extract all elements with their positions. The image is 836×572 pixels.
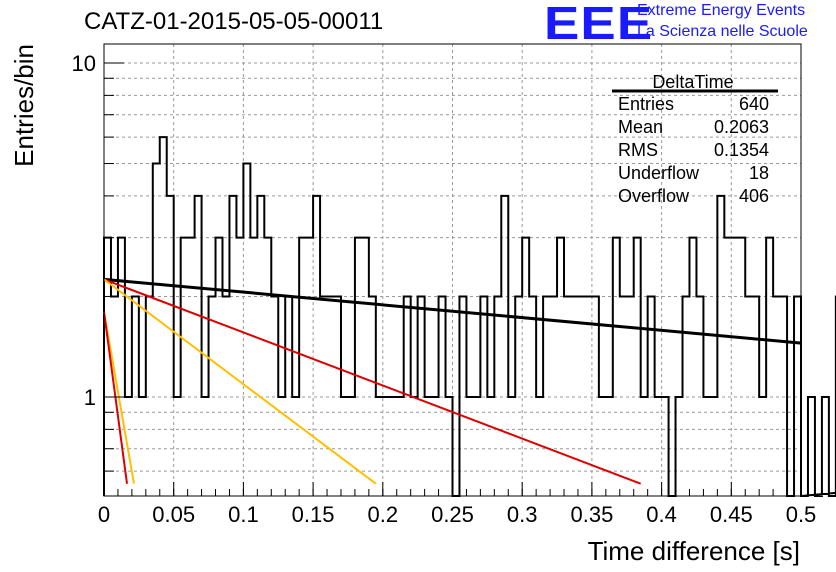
- stats-label: Mean: [618, 117, 663, 137]
- y-tick-label: 1: [84, 385, 96, 410]
- stats-value: 0.1354: [714, 140, 769, 160]
- stats-title: DeltaTime: [652, 72, 733, 92]
- x-tick-label: 0.1: [228, 502, 259, 527]
- x-tick-label: 0.45: [710, 502, 753, 527]
- stats-label: RMS: [618, 140, 658, 160]
- fit-line: [103, 278, 377, 485]
- stats-label: Underflow: [618, 163, 700, 183]
- x-tick-label: 0.2: [368, 502, 399, 527]
- histogram-bars: [103, 136, 836, 497]
- y-axis-ticks: 1 10: [72, 51, 124, 410]
- fit-line: [103, 311, 135, 484]
- eee-logo: EEE: [544, 0, 654, 49]
- x-tick-label: 0: [98, 502, 110, 527]
- page-title: CATZ-01-2015-05-05-00011: [84, 8, 384, 35]
- x-tick-label: 0.25: [431, 502, 474, 527]
- x-axis-label: Time difference [s]: [588, 536, 800, 566]
- logo-tagline-2: La Scienza nelle Scuole: [637, 23, 808, 40]
- fit-line: [103, 277, 802, 345]
- fit-line: [103, 311, 128, 484]
- x-tick-label: 0.05: [152, 502, 195, 527]
- y-axis-label: Entries/bin: [9, 44, 39, 167]
- x-axis-ticks: 0 0.05 0.1 0.15 0.2 0.25 0.3 0.35 0.4 0.45 0.5: [98, 482, 816, 527]
- fit-lines: [103, 277, 802, 485]
- logo-tagline-1: Extreme Energy Events: [637, 2, 806, 19]
- stats-value: 406: [739, 186, 769, 206]
- minor-ticks: [104, 77, 788, 496]
- x-tick-label: 0.15: [292, 502, 335, 527]
- stats-value: 0.2063: [714, 117, 769, 137]
- y-tick-label: 10: [72, 51, 96, 76]
- x-tick-label: 0.5: [786, 502, 817, 527]
- x-tick-label: 0.4: [646, 502, 677, 527]
- fit-line: [103, 278, 642, 485]
- x-tick-label: 0.3: [507, 502, 538, 527]
- stats-value: 18: [749, 163, 769, 183]
- histogram-step-line: [103, 136, 836, 497]
- stats-label: Overflow: [618, 186, 690, 206]
- stats-label: Entries: [618, 94, 674, 114]
- stats-value: 640: [739, 94, 769, 114]
- x-tick-label: 0.35: [570, 502, 613, 527]
